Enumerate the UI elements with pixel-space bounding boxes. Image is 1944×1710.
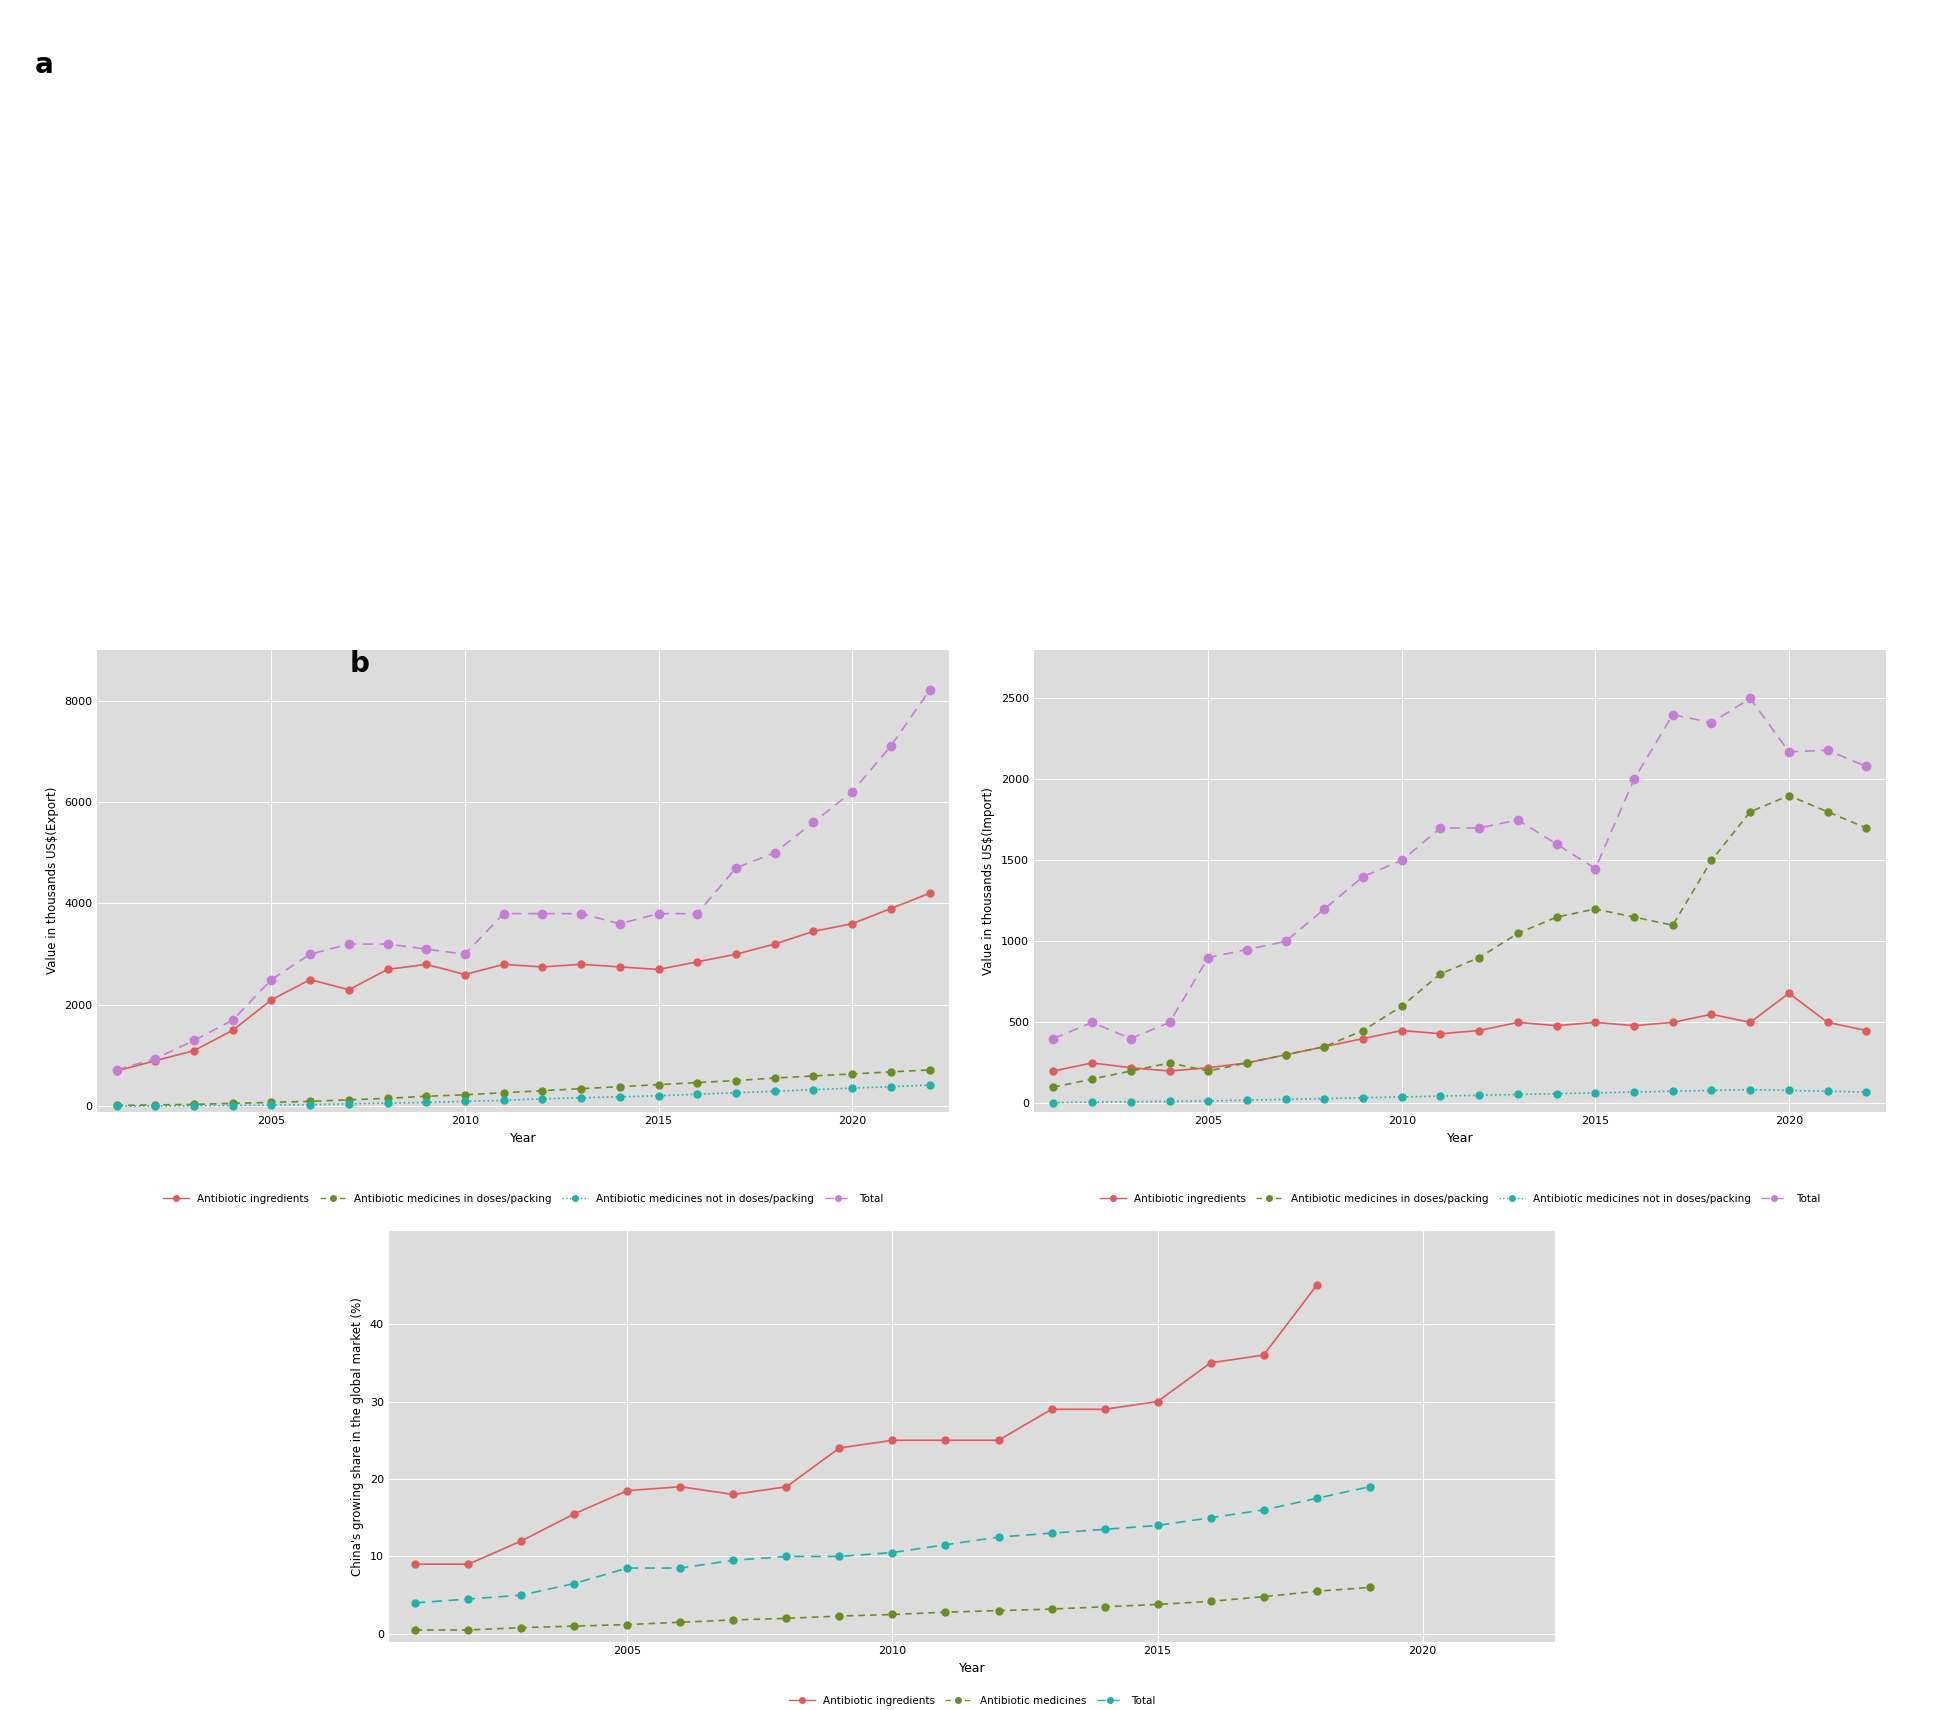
Y-axis label: Value in thousands US$(Import): Value in thousands US$(Import) xyxy=(982,787,995,975)
Legend: Antibiotic ingredients, Antibiotic medicines in doses/packing, Antibiotic medici: Antibiotic ingredients, Antibiotic medic… xyxy=(159,1190,888,1207)
Y-axis label: Value in thousands US$(Export): Value in thousands US$(Export) xyxy=(45,787,58,975)
X-axis label: Year: Year xyxy=(958,1662,986,1676)
Legend: Antibiotic ingredients, Antibiotic medicines, Total: Antibiotic ingredients, Antibiotic medic… xyxy=(785,1691,1159,1710)
Legend: Antibiotic ingredients, Antibiotic medicines in doses/packing, Antibiotic medici: Antibiotic ingredients, Antibiotic medic… xyxy=(1094,1190,1823,1207)
X-axis label: Year: Year xyxy=(1446,1132,1474,1146)
Y-axis label: China's growing share in the global market (%): China's growing share in the global mark… xyxy=(352,1296,364,1577)
Text: b: b xyxy=(350,650,369,677)
Text: a: a xyxy=(35,51,54,79)
X-axis label: Year: Year xyxy=(509,1132,537,1146)
